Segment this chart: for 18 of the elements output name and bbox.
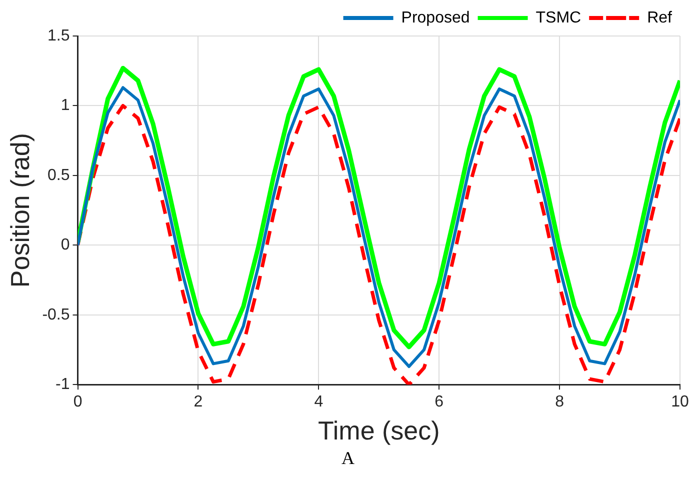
y-axis-title: Position (rad) [4, 132, 35, 288]
legend-label: Proposed [401, 9, 470, 26]
x-tick-label: 4 [314, 394, 324, 411]
y-tick-label: 0 [60, 236, 70, 254]
y-tick-label: 1 [60, 97, 70, 114]
y-tick-label: 1.5 [48, 27, 70, 44]
text: A [340, 448, 356, 469]
legend-label: Ref [647, 9, 673, 26]
y-tick-label: -0.5 [42, 306, 70, 324]
y-tick-label: 0.5 [48, 166, 70, 184]
x-tick-label: 8 [555, 394, 564, 411]
y-tick-label: -1 [56, 376, 70, 394]
x-tick-label: 10 [671, 394, 689, 411]
x-tick-label: 6 [434, 394, 444, 411]
legend-label: TSMC [536, 9, 582, 26]
x-tick-label: 0 [73, 394, 82, 411]
x-axis-title: Time (sec) [318, 416, 440, 446]
x-tick-label: 2 [194, 394, 203, 411]
